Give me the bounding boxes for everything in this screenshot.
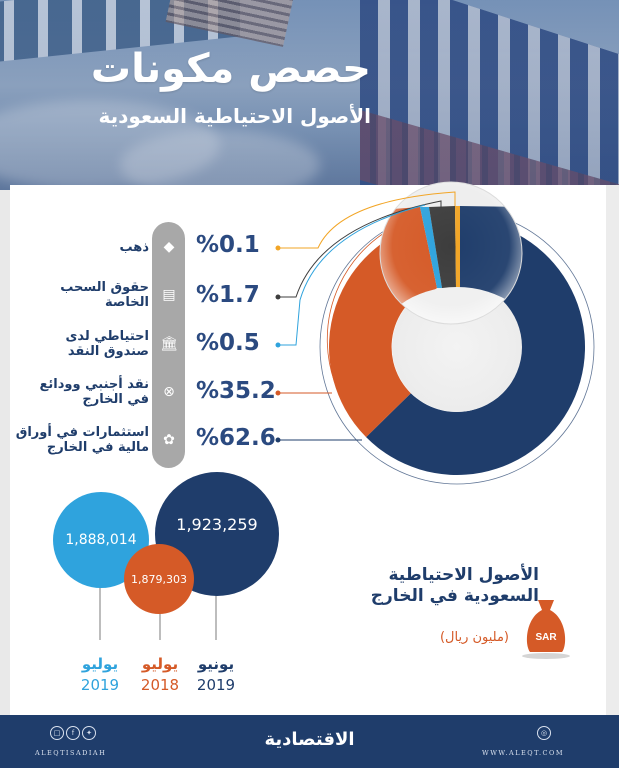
bubble-jul-2019: 1,888,014	[53, 492, 149, 588]
card-border	[606, 185, 619, 715]
connector-dot-sdr	[275, 294, 281, 300]
page-subtitle: الأصول الاحتياطية السعودية	[98, 104, 371, 128]
globe-icon[interactable]: ◎	[537, 726, 551, 740]
connector-dot-cash	[275, 390, 281, 396]
connector-lines	[280, 191, 456, 441]
legend-icon-pill	[152, 222, 185, 468]
legend-value-gold: %0.1	[196, 232, 260, 258]
slice-securities	[366, 219, 586, 475]
legend-value-foreign-cash: %35.2	[196, 378, 276, 404]
website-link[interactable]: WWW.ALEQT.COM	[482, 749, 564, 757]
plant-coins-icon: ✿	[163, 432, 175, 448]
bubble-year-label: 2019	[80, 676, 120, 694]
connector-dot-imf	[275, 342, 281, 348]
stem-jul-2018	[159, 608, 161, 640]
cloud-decoration	[0, 100, 220, 190]
donut-chart	[275, 181, 595, 485]
bubble-year-label: 2019	[196, 676, 236, 694]
stem-jun-2019	[215, 585, 217, 640]
legend-label-sdr: حقوق السحب الخاصة	[60, 280, 149, 310]
legend-value-securities: %62.6	[196, 425, 276, 451]
money-bag-icon: SAR	[522, 600, 570, 659]
stem-jul-2019	[99, 585, 101, 640]
svg-text:SAR: SAR	[535, 632, 557, 643]
legend-label-foreign-cash: نقد أجنبي وودائع في الخارج	[39, 377, 149, 407]
bubble-jul-2018: 1,879,303	[124, 544, 194, 614]
header-banner: حصص مكونات الأصول الاحتياطية السعودية	[0, 0, 619, 190]
facebook-icon[interactable]: f	[66, 726, 80, 740]
legend-label-imf: احتياطي لدى صندوق النقد	[65, 329, 149, 359]
bubble-year-label: 2018	[140, 676, 180, 694]
twitter-icon[interactable]: ✦	[82, 726, 96, 740]
gold-bar-icon: ◆	[163, 239, 175, 255]
publisher-logo: الاقتصادية	[264, 729, 355, 750]
bubble-value: 1,923,259	[176, 514, 258, 534]
footer-bar: □ f ✦ ALEQTISADIAH الاقتصادية ◎ WWW.ALEQ…	[0, 715, 619, 768]
legend-label-gold: ذهب	[119, 240, 149, 255]
header-overlay	[0, 0, 619, 190]
bubble-value: 1,888,014	[65, 532, 137, 548]
unit-label: (مليون ريال)	[439, 630, 509, 645]
cloud-decoration	[120, 130, 320, 190]
bubble-month-label: يونيو	[197, 655, 235, 673]
connector-dot-securities	[275, 437, 281, 443]
safe-icon: ⊗	[163, 384, 175, 400]
bubble-month-label: يوليو	[141, 655, 179, 673]
legend-label-securities: استثمارات في أوراق مالية في الخارج	[15, 425, 149, 455]
atm-card-icon: ▤	[162, 287, 176, 303]
page-title: حصص مكونات	[90, 46, 371, 92]
instagram-icon[interactable]: □	[50, 726, 64, 740]
social-handle[interactable]: ALEQTISADIAH	[35, 749, 107, 757]
bubble-month-label: يوليو	[81, 655, 119, 673]
bubble-chart-title: الأصول الاحتياطية السعودية في الخارج	[370, 565, 539, 606]
connector-dot-gold	[275, 245, 281, 251]
legend-value-sdr: %1.7	[196, 282, 260, 308]
bank-building-icon: 🏛	[160, 336, 178, 352]
bubble-value: 1,879,303	[131, 572, 187, 586]
legend-value-imf: %0.5	[196, 330, 260, 356]
